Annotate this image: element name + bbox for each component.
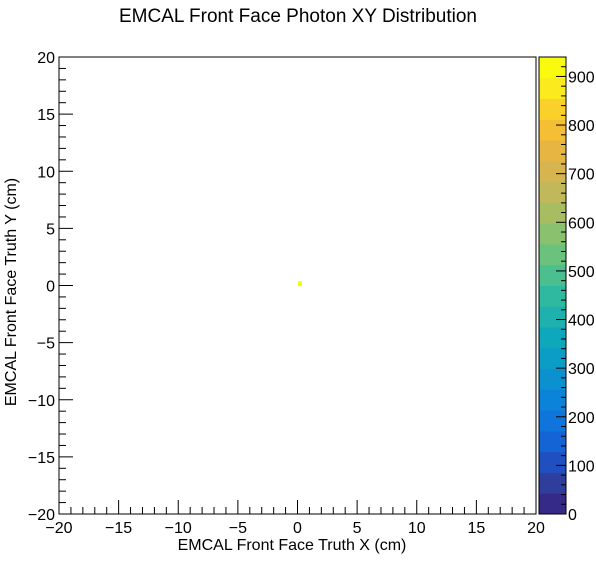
x-tick-label: −10 [165, 520, 192, 537]
y-tick-label: 15 [37, 107, 55, 124]
colorbar-segment [539, 160, 566, 183]
colorbar-tick-label: 900 [568, 69, 595, 86]
colorbar-segment [539, 493, 566, 515]
colorbar-tick-label: 800 [568, 118, 595, 135]
colorbar-tick-label: 100 [568, 458, 595, 475]
colorbar-segment [539, 140, 566, 162]
y-tick-label: −5 [37, 336, 55, 353]
heatmap-cell [297, 281, 302, 287]
colorbar-tick-label: 0 [568, 507, 577, 524]
x-tick-label: 0 [293, 520, 302, 537]
y-tick-label: 10 [37, 164, 55, 181]
colorbar-tick-label: 600 [568, 215, 595, 232]
x-tick-label: 5 [353, 520, 362, 537]
x-tick-label: −15 [105, 520, 132, 537]
x-tick-label: 15 [467, 520, 485, 537]
colorbar-segment [539, 57, 566, 79]
y-tick-label: −20 [28, 507, 55, 524]
colorbar-segment [539, 347, 566, 370]
colorbar-tick-label: 300 [568, 361, 595, 378]
x-axis-label: EMCAL Front Face Truth X (cm) [177, 537, 407, 554]
colorbar-frame [538, 56, 567, 515]
colorbar-segment [539, 410, 566, 432]
colorbar-tick-label: 500 [568, 264, 595, 281]
colorbar-segment [539, 451, 566, 473]
y-tick-label: −15 [28, 450, 55, 467]
colorbar-segment [539, 285, 566, 307]
colorbar-segment [539, 77, 566, 100]
colorbar-segment [539, 306, 566, 328]
colorbar-segment [539, 243, 566, 266]
colorbar-tick-label: 400 [568, 313, 595, 330]
y-tick-label: 5 [46, 221, 55, 238]
colorbar-segment [539, 181, 566, 203]
colorbar-tick-label: 700 [568, 167, 595, 184]
x-tick-label: −5 [229, 520, 247, 537]
colorbar-segment [539, 430, 566, 453]
colorbar-segment [539, 264, 566, 286]
plot-frame [58, 56, 537, 515]
colorbar-segment [539, 327, 566, 349]
colorbar-segment [539, 202, 566, 224]
y-tick-label: 20 [37, 50, 55, 67]
y-axis-label: EMCAL Front Face Truth Y (cm) [3, 177, 20, 407]
colorbar-segment [539, 389, 566, 411]
colorbar-tick-label: 200 [568, 410, 595, 427]
y-tick-label: 0 [46, 279, 55, 296]
colorbar-segment [539, 223, 566, 245]
y-tick-label: −10 [28, 393, 55, 410]
colorbar-segment [539, 368, 566, 390]
x-tick-label: 20 [527, 520, 545, 537]
chart-title: EMCAL Front Face Photon XY Distribution [119, 6, 477, 27]
x-tick-label: 10 [408, 520, 426, 537]
colorbar-segment [539, 472, 566, 494]
colorbar-segment [539, 119, 566, 141]
x-tick-label: −20 [45, 520, 72, 537]
colorbar-segment [539, 98, 566, 120]
